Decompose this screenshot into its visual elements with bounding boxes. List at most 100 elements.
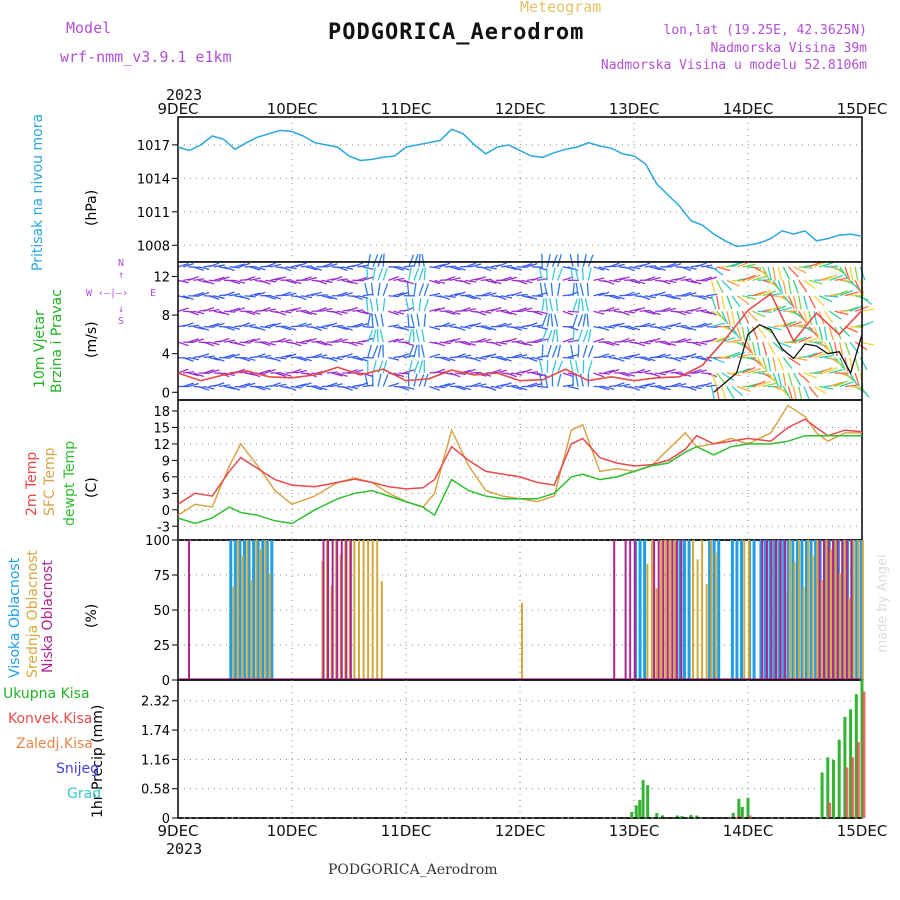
wind-vector	[379, 329, 384, 343]
high-cloud-bar	[242, 540, 246, 680]
compass-arrow-s: ↓	[118, 304, 125, 315]
total-precip-bar	[737, 798, 741, 818]
wind-vector	[731, 295, 741, 308]
wind-vector	[265, 279, 277, 283]
temp-ytick-label: 3	[162, 487, 170, 502]
wind-vector	[644, 323, 656, 328]
high-cloud-bar	[712, 540, 716, 680]
wind-vector	[370, 282, 374, 296]
wind-vector	[501, 310, 512, 315]
wind-vector	[439, 383, 451, 388]
wind-vector	[690, 341, 702, 347]
wind-vector	[218, 310, 230, 316]
wind-vector	[639, 262, 651, 268]
wind-vector	[229, 279, 240, 285]
wind-vector	[208, 262, 220, 268]
wind-vector	[777, 372, 782, 387]
wind-vector	[398, 353, 410, 359]
wind-vector	[752, 291, 767, 297]
wind-vector	[844, 291, 859, 297]
wind-vector	[577, 298, 581, 312]
compass-w: W	[86, 288, 93, 299]
wind-vector	[587, 345, 594, 358]
high-cloud-bar	[805, 540, 808, 680]
wind-vector	[849, 279, 861, 292]
wind-vector	[808, 386, 819, 398]
wind-vector	[459, 385, 471, 391]
conv-precip-bar	[856, 742, 860, 818]
wind-vector	[613, 295, 625, 300]
high-cloud-bar	[256, 540, 260, 680]
wind-vector	[644, 356, 656, 362]
wind-vector	[506, 372, 517, 378]
wind-vector	[793, 372, 802, 386]
wind-vector	[844, 266, 851, 281]
wind-vector	[213, 382, 225, 388]
mid-cloud-bar	[714, 552, 717, 680]
wind-vector	[696, 309, 708, 312]
wind-vector	[382, 374, 389, 387]
wind-vector	[701, 382, 712, 388]
wind-vector	[824, 367, 838, 374]
wind-vector	[265, 295, 276, 300]
conv-precip-bar	[828, 802, 832, 818]
wind-vector	[341, 385, 353, 391]
wind-vector	[203, 306, 215, 312]
wind-vector	[203, 369, 215, 374]
wind-vector	[526, 295, 538, 300]
wind-vector	[644, 310, 656, 315]
wind-vector	[439, 295, 451, 301]
wind-vector	[285, 326, 297, 331]
wind-vector	[449, 372, 461, 378]
wind-vector	[480, 291, 492, 297]
wind-vector	[629, 353, 641, 359]
wind-vector	[405, 298, 410, 312]
wind-vector	[270, 277, 282, 281]
wind-vector	[249, 292, 261, 297]
wind-compass: N ↑ W ‹–|–› E ↓ S	[84, 258, 156, 328]
wind-vector	[439, 341, 451, 345]
wind-vector	[429, 353, 441, 359]
wind-vector	[762, 341, 768, 356]
wind-vector	[506, 337, 517, 343]
wind-vector	[331, 275, 343, 281]
wind-vector	[490, 385, 502, 389]
high-cloud-bar	[735, 540, 739, 680]
wind-vector	[254, 326, 266, 332]
wind-vector	[208, 308, 220, 312]
wind-vector	[670, 356, 682, 362]
wind-vector	[854, 357, 860, 372]
wind-vector	[546, 329, 553, 343]
wind-vector	[629, 292, 641, 297]
low-cloud-bar	[633, 540, 636, 680]
wind-vector	[239, 382, 251, 388]
wind-vector	[550, 282, 554, 296]
wind-vector	[275, 310, 287, 316]
wind-vector	[336, 310, 348, 315]
wind-vector	[613, 277, 625, 281]
wind-vector	[792, 386, 797, 401]
wind-vector	[572, 298, 578, 312]
wind-vector	[690, 279, 702, 285]
wind-vector	[500, 356, 512, 362]
wind-vector	[290, 341, 302, 347]
wind-vector	[675, 383, 687, 388]
wind-vector	[321, 341, 333, 347]
wind-vector	[767, 266, 772, 281]
wind-vector	[193, 310, 205, 315]
wind-vector	[352, 262, 363, 268]
wind-vector	[485, 279, 497, 284]
wind-vector	[572, 329, 575, 343]
wind-vector	[421, 253, 425, 267]
precip-ytick-label: 0	[162, 812, 170, 827]
wind-vector	[726, 372, 741, 377]
wind-vector	[249, 266, 261, 271]
wind-vector	[393, 338, 405, 343]
wind-vector	[259, 306, 271, 312]
wind-vector	[372, 345, 379, 358]
pressure-ytick-label: 1017	[137, 139, 170, 154]
wind-vector	[531, 382, 543, 388]
mid-cloud-bar	[747, 540, 750, 680]
wind-vector	[557, 360, 563, 374]
